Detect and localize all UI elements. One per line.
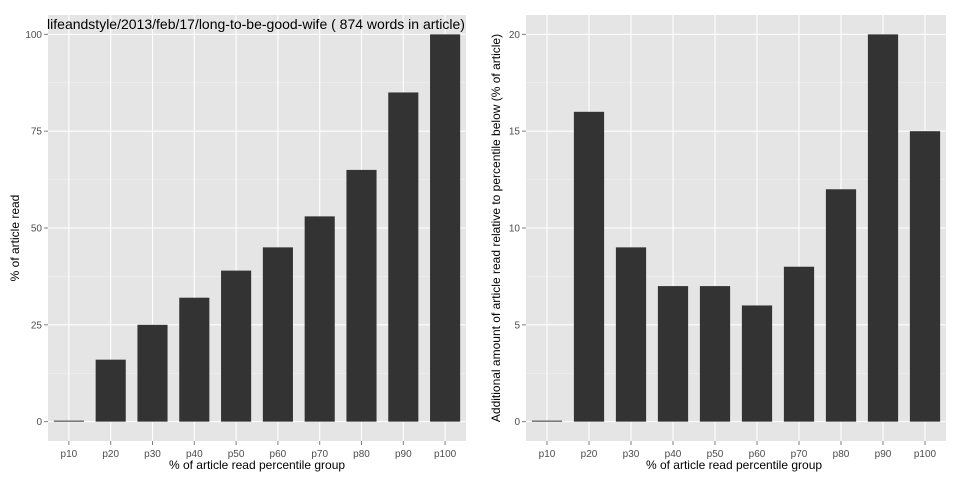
y-tick-label: 50 [31, 224, 43, 235]
y-tick-labels: 0 25 50 75 100 [25, 30, 48, 428]
bar-p50 [699, 286, 731, 422]
bar-p90 [388, 92, 419, 422]
bar-p60 [262, 247, 293, 422]
bar-p80 [346, 169, 377, 422]
x-tick-label: p40 [665, 449, 682, 460]
bar-p80 [825, 189, 857, 422]
x-tick-label: p50 [707, 449, 724, 460]
y-axis-label: % of article read [8, 195, 22, 282]
x-tick-label: p50 [228, 449, 245, 460]
x-tick-label: p90 [395, 449, 412, 460]
x-tick-label: p80 [353, 449, 370, 460]
y-tick-label: 25 [31, 320, 43, 331]
x-tick-labels: p10 p20 p30 p40 p50 p60 p70 p80 p90 p100 [539, 441, 937, 460]
y-tick-label: 5 [514, 320, 520, 331]
x-tick-label: p70 [311, 449, 328, 460]
bar-p40 [657, 286, 689, 422]
bar-p30 [615, 247, 647, 422]
x-tick-label: p80 [833, 449, 850, 460]
bar-p70 [783, 266, 815, 422]
x-tick-label: p90 [875, 449, 892, 460]
x-tick-label: p60 [749, 449, 766, 460]
y-tick-label: 0 [36, 417, 42, 428]
y-tick-label: 10 [509, 224, 521, 235]
y-tick-label: 75 [31, 127, 43, 138]
x-tick-label: p70 [791, 449, 808, 460]
bar-p50 [221, 270, 252, 422]
bar-p100 [430, 34, 461, 422]
x-tick-label: p100 [434, 449, 457, 460]
x-tick-label: p20 [581, 449, 598, 460]
bars [531, 34, 941, 422]
bar-p90 [867, 34, 899, 422]
x-tick-label: p100 [914, 449, 937, 460]
chart-right: 0 5 10 15 20 p10 p20 p30 p40 p50 p60 p70 p80 p90 p100… [489, 15, 946, 472]
bar-p30 [137, 324, 168, 422]
bar-p60 [741, 305, 773, 422]
y-tick-label: 100 [25, 30, 42, 41]
x-tick-label: p30 [144, 449, 161, 460]
x-tick-label: p10 [61, 449, 78, 460]
x-tick-labels: p10 p20 p30 p40 p50 p60 p70 p80 p90 p100 [61, 441, 457, 460]
bar-p20 [95, 359, 126, 422]
x-tick-label: p60 [270, 449, 287, 460]
bar-p100 [909, 131, 941, 422]
x-tick-label: p20 [102, 449, 119, 460]
x-tick-label: p30 [623, 449, 640, 460]
x-axis-label: % of article read percentile group [169, 458, 345, 472]
y-tick-labels: 0 5 10 15 20 [509, 30, 526, 428]
x-axis-label: % of article read percentile group [646, 458, 822, 472]
bar-p40 [179, 297, 210, 422]
x-tick-label: p40 [186, 449, 203, 460]
y-axis-label: Additional amount of article read relati… [489, 34, 503, 422]
bar-p10 [531, 420, 563, 422]
bar-p20 [573, 111, 605, 422]
y-tick-label: 0 [514, 417, 520, 428]
x-tick-label: p10 [539, 449, 556, 460]
bar-p70 [304, 216, 335, 422]
bar-p10 [53, 420, 84, 422]
bars [53, 34, 461, 422]
y-tick-label: 15 [509, 127, 521, 138]
chart-title: lifeandstyle/2013/feb/17/long-to-be-good… [47, 16, 465, 32]
y-tick-label: 20 [509, 30, 521, 41]
